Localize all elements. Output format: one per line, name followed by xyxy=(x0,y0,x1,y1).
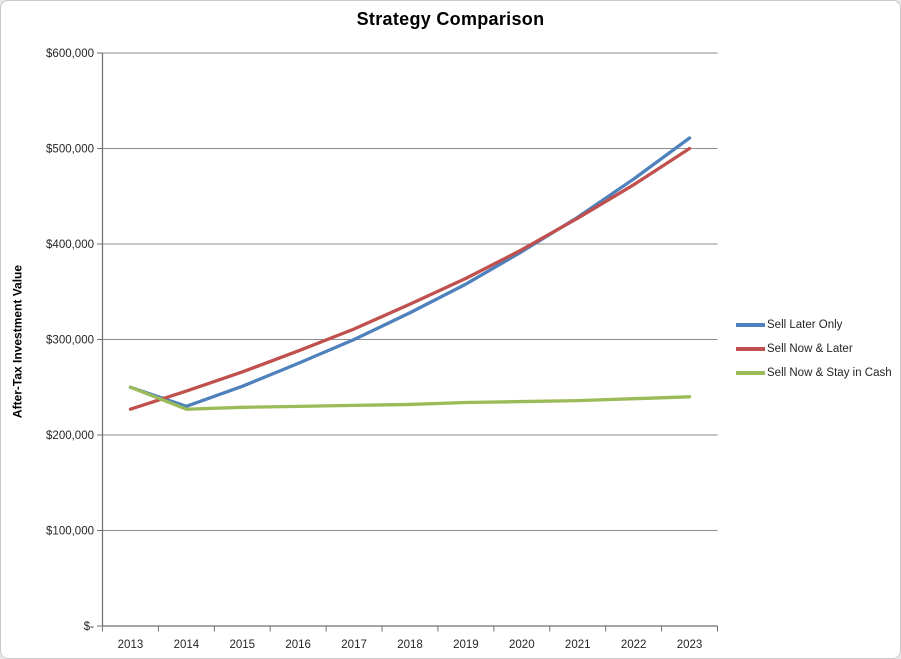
legend-item-sell-now-later: Sell Now & Later xyxy=(736,337,892,361)
y-axis-title: After-Tax Investment Value xyxy=(10,264,25,419)
y-axis-tick-label: $500,000 xyxy=(46,144,94,156)
x-axis-tick-label: 2016 xyxy=(285,639,311,651)
x-axis-tick-label: 2022 xyxy=(621,639,647,651)
x-axis-tick-label: 2018 xyxy=(397,639,423,651)
x-axis-tick-label: 2020 xyxy=(509,639,535,651)
legend: Sell Later Only Sell Now & Later Sell Now … xyxy=(736,313,892,385)
series-line-sell-later-only xyxy=(128,136,692,409)
legend-item-sell-later-only: Sell Later Only xyxy=(736,313,892,337)
y-axis-tick-label: $200,000 xyxy=(46,430,94,442)
legend-label: Sell Now & Later xyxy=(767,343,853,355)
x-axis-tick-label: 2013 xyxy=(118,639,144,651)
x-axis-tick-label: 2021 xyxy=(565,639,591,651)
legend-line-icon xyxy=(736,371,765,375)
series-line-sell-now-stay-in-cash xyxy=(128,385,692,411)
legend-label: Sell Now & Stay in Cash xyxy=(767,367,892,379)
x-axis-tick-label: 2017 xyxy=(341,639,367,651)
series-line-sell-now-later xyxy=(128,146,692,411)
legend-line-icon xyxy=(736,347,765,351)
x-axis-tick-label: 2019 xyxy=(453,639,479,651)
y-axis-tick-label: $- xyxy=(84,621,94,633)
y-axis-tick-label: $400,000 xyxy=(46,239,94,251)
x-axis-tick-label: 2015 xyxy=(229,639,255,651)
x-axis-tick-label: 2023 xyxy=(677,639,703,651)
legend-line-icon xyxy=(736,323,765,327)
chart-title: Strategy Comparison xyxy=(356,9,545,29)
x-axis-tick-label: 2014 xyxy=(174,639,200,651)
y-axis-tick-label: $100,000 xyxy=(46,526,94,538)
y-axis-tick-label: $600,000 xyxy=(46,48,94,60)
y-axis-tick-label: $300,000 xyxy=(46,335,94,347)
legend-label: Sell Later Only xyxy=(767,319,843,331)
legend-item-sell-now-stay-in-cash: Sell Now & Stay in Cash xyxy=(736,361,892,385)
